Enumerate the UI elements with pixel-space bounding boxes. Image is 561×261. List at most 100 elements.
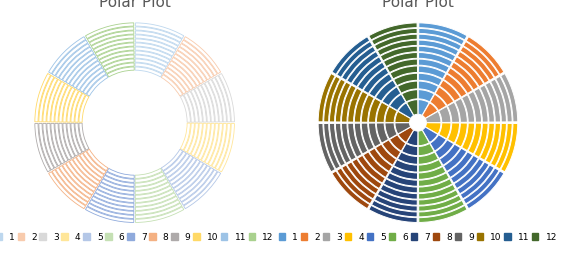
Wedge shape	[378, 40, 417, 55]
Wedge shape	[342, 46, 376, 80]
Wedge shape	[490, 79, 507, 122]
Wedge shape	[352, 159, 382, 188]
Wedge shape	[419, 179, 453, 193]
Wedge shape	[324, 76, 341, 122]
Wedge shape	[439, 106, 451, 122]
Wedge shape	[418, 90, 434, 102]
Wedge shape	[342, 85, 356, 122]
Wedge shape	[439, 123, 451, 139]
Wedge shape	[363, 152, 389, 177]
Wedge shape	[419, 81, 439, 93]
Wedge shape	[337, 168, 373, 204]
Wedge shape	[375, 144, 397, 165]
Title: Polar Plot: Polar Plot	[99, 0, 171, 10]
Wedge shape	[347, 162, 379, 194]
Wedge shape	[463, 168, 499, 204]
Wedge shape	[371, 28, 417, 45]
Wedge shape	[457, 51, 489, 84]
Wedge shape	[455, 98, 467, 122]
Wedge shape	[407, 130, 418, 146]
Wedge shape	[425, 111, 441, 123]
Wedge shape	[500, 123, 518, 172]
Wedge shape	[443, 74, 467, 97]
Wedge shape	[332, 37, 370, 74]
Wedge shape	[419, 34, 462, 50]
Wedge shape	[419, 205, 467, 222]
Wedge shape	[394, 73, 417, 86]
Wedge shape	[490, 123, 507, 166]
Wedge shape	[389, 94, 406, 111]
Wedge shape	[329, 123, 346, 166]
Wedge shape	[447, 152, 473, 177]
Wedge shape	[474, 123, 488, 157]
Wedge shape	[447, 123, 459, 143]
Wedge shape	[419, 23, 467, 40]
Wedge shape	[394, 159, 417, 172]
Wedge shape	[361, 123, 374, 151]
Wedge shape	[439, 144, 461, 165]
Wedge shape	[318, 74, 335, 122]
Wedge shape	[500, 74, 518, 122]
Wedge shape	[419, 173, 449, 186]
Wedge shape	[348, 123, 362, 157]
Wedge shape	[419, 152, 439, 164]
Wedge shape	[374, 195, 417, 211]
Wedge shape	[450, 155, 479, 183]
Wedge shape	[447, 68, 473, 93]
Wedge shape	[495, 76, 512, 122]
Wedge shape	[369, 98, 381, 122]
Wedge shape	[337, 41, 373, 77]
Wedge shape	[480, 85, 494, 122]
Wedge shape	[495, 123, 512, 169]
Wedge shape	[468, 91, 481, 122]
Wedge shape	[455, 123, 467, 147]
Wedge shape	[329, 79, 346, 122]
Wedge shape	[418, 130, 429, 146]
Wedge shape	[419, 190, 458, 205]
Wedge shape	[463, 41, 499, 77]
Wedge shape	[387, 173, 417, 186]
Wedge shape	[369, 205, 417, 222]
Wedge shape	[390, 66, 417, 79]
Wedge shape	[369, 23, 417, 40]
Wedge shape	[387, 59, 417, 73]
Wedge shape	[355, 123, 368, 154]
Wedge shape	[385, 106, 397, 122]
Wedge shape	[422, 127, 438, 143]
Wedge shape	[369, 123, 381, 147]
Wedge shape	[342, 165, 376, 199]
Wedge shape	[466, 37, 504, 74]
Wedge shape	[335, 82, 351, 122]
Wedge shape	[460, 165, 494, 199]
Wedge shape	[460, 46, 494, 80]
Wedge shape	[371, 200, 417, 217]
Wedge shape	[450, 62, 479, 90]
Wedge shape	[407, 100, 418, 115]
Wedge shape	[389, 135, 406, 151]
Legend: 1, 2, 3, 4, 5, 6, 7, 8, 9, 10, 11, 12: 1, 2, 3, 4, 5, 6, 7, 8, 9, 10, 11, 12	[279, 233, 557, 242]
Wedge shape	[480, 123, 494, 160]
Wedge shape	[395, 123, 411, 134]
Wedge shape	[398, 103, 413, 118]
Wedge shape	[419, 73, 442, 86]
Wedge shape	[419, 52, 453, 67]
Wedge shape	[419, 66, 446, 79]
Wedge shape	[369, 148, 393, 171]
Wedge shape	[462, 123, 475, 151]
Wedge shape	[378, 190, 417, 205]
Wedge shape	[375, 80, 397, 101]
Wedge shape	[419, 159, 442, 172]
Wedge shape	[430, 135, 447, 151]
Wedge shape	[468, 123, 481, 154]
Wedge shape	[397, 152, 417, 164]
Wedge shape	[374, 34, 417, 50]
Wedge shape	[419, 40, 458, 55]
Wedge shape	[363, 68, 389, 93]
Wedge shape	[466, 171, 504, 209]
Wedge shape	[383, 52, 417, 67]
Wedge shape	[376, 123, 389, 143]
Wedge shape	[402, 143, 418, 156]
Wedge shape	[348, 88, 362, 122]
Wedge shape	[369, 74, 393, 97]
Wedge shape	[435, 87, 454, 105]
